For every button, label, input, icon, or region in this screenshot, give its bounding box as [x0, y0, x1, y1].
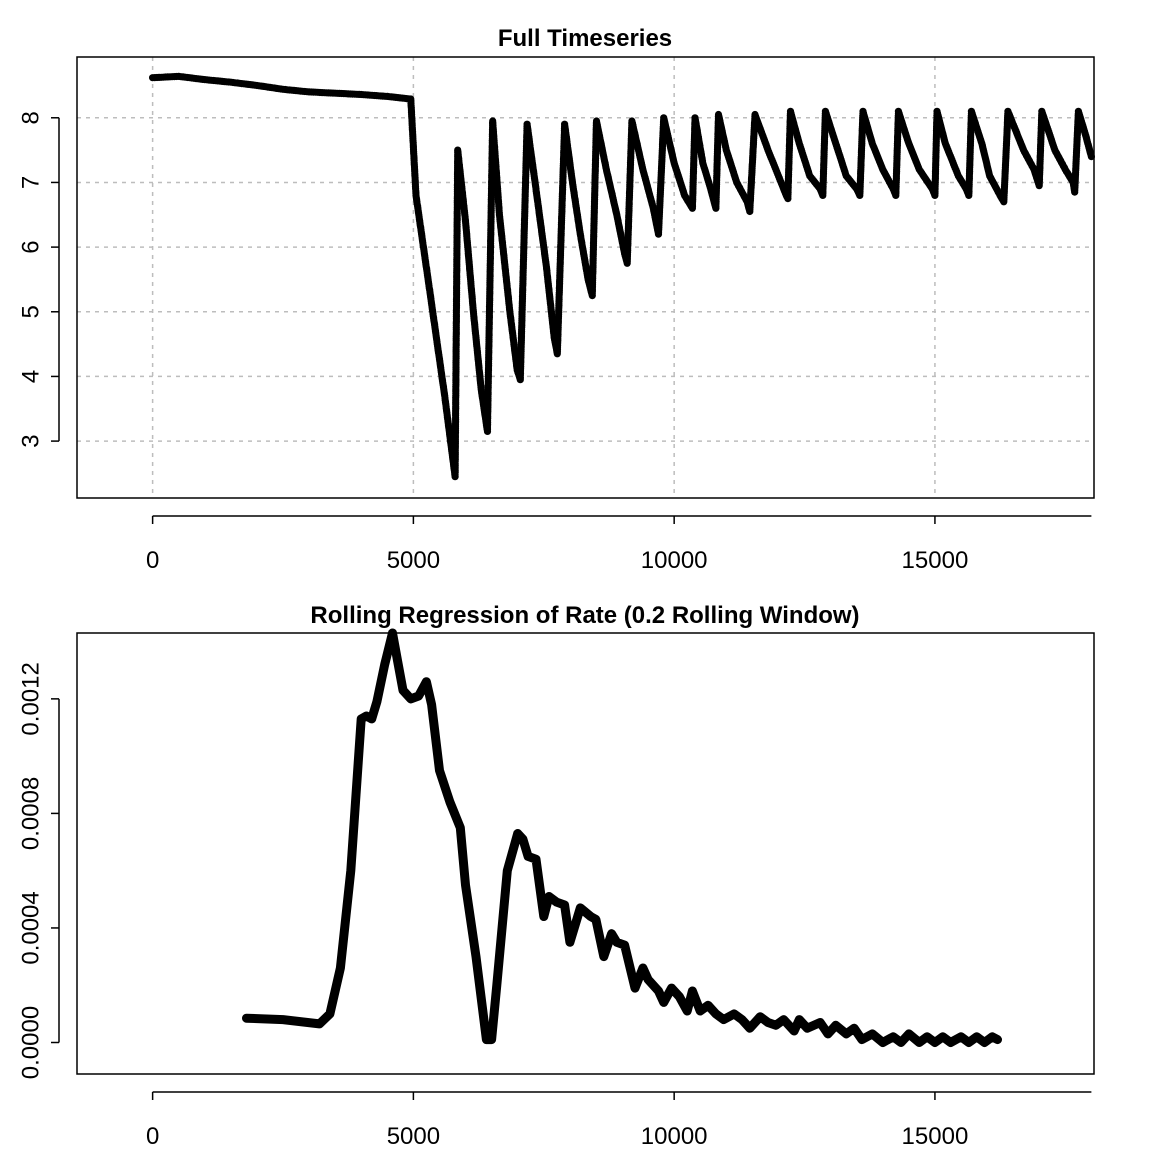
x-tick-label: 15000 [902, 547, 969, 574]
x-axis: 0 5000 10000 15000 [146, 1091, 1092, 1150]
x-tick-label: 15000 [902, 1123, 969, 1150]
y-tick-label: 0.0008 [17, 777, 44, 850]
plot-frame [76, 632, 1095, 1075]
panel-full-timeseries: Full Timeseries 0 5000 10000 15000 3 4 5 6 7 8 [17, 25, 1095, 574]
x-axis: 0 5000 10000 15000 [146, 515, 1092, 574]
data-points [149, 72, 1095, 481]
x-tick-label: 10000 [641, 1123, 708, 1150]
panel-rolling-regression: Rolling Regression of Rate (0.2 Rolling … [17, 602, 1095, 1150]
y-tick-label: 0.0000 [17, 1006, 44, 1079]
data-line [242, 628, 1002, 1047]
x-tick-label: 5000 [387, 547, 440, 574]
y-axis: 3 4 5 6 7 8 [17, 111, 60, 448]
plot-frame [76, 56, 1095, 499]
y-tick-label: 0.0004 [17, 891, 44, 964]
y-tick-label: 0.0012 [17, 662, 44, 735]
data-point [1087, 153, 1095, 161]
x-tick-label: 5000 [387, 1123, 440, 1150]
chart-title-full-timeseries: Full Timeseries [498, 25, 672, 52]
x-tick-label: 0 [146, 1123, 159, 1150]
y-tick-label: 6 [17, 240, 44, 253]
y-tick-label: 3 [17, 434, 44, 447]
y-tick-label: 7 [17, 176, 44, 189]
chart-title-rolling-regression: Rolling Regression of Rate (0.2 Rolling … [310, 602, 859, 629]
series-line [242, 628, 1002, 1047]
x-tick-label: 10000 [641, 547, 708, 574]
y-axis: 0.0000 0.0004 0.0008 0.0012 [17, 662, 60, 1079]
y-tick-label: 4 [17, 370, 44, 383]
x-tick-label: 0 [146, 547, 159, 574]
y-tick-label: 5 [17, 305, 44, 318]
y-tick-label: 8 [17, 111, 44, 124]
